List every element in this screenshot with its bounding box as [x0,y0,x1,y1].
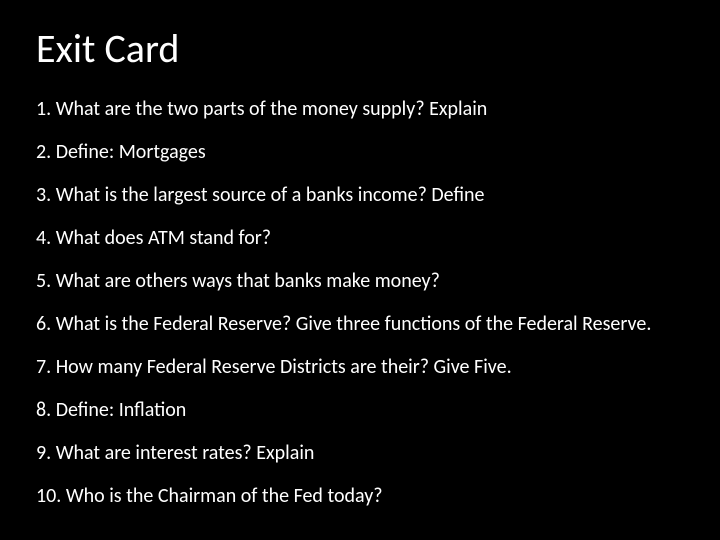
list-item: 2. Define: Mortgages [36,140,684,165]
slide-title: Exit Card [36,24,684,73]
list-item: 7. How many Federal Reserve Districts ar… [36,355,684,380]
slide: Exit Card 1. What are the two parts of t… [0,0,720,540]
list-item: 9. What are interest rates? Explain [36,441,684,466]
list-item: 1. What are the two parts of the money s… [36,97,684,122]
list-item: 5. What are others ways that banks make … [36,269,684,294]
list-item: 6. What is the Federal Reserve? Give thr… [36,312,684,337]
question-list: 1. What are the two parts of the money s… [36,97,684,509]
list-item: 3. What is the largest source of a banks… [36,183,684,208]
list-item: 10. Who is the Chairman of the Fed today… [36,484,684,509]
list-item: 4. What does ATM stand for? [36,226,684,251]
list-item: 8. Define: Inflation [36,398,684,423]
